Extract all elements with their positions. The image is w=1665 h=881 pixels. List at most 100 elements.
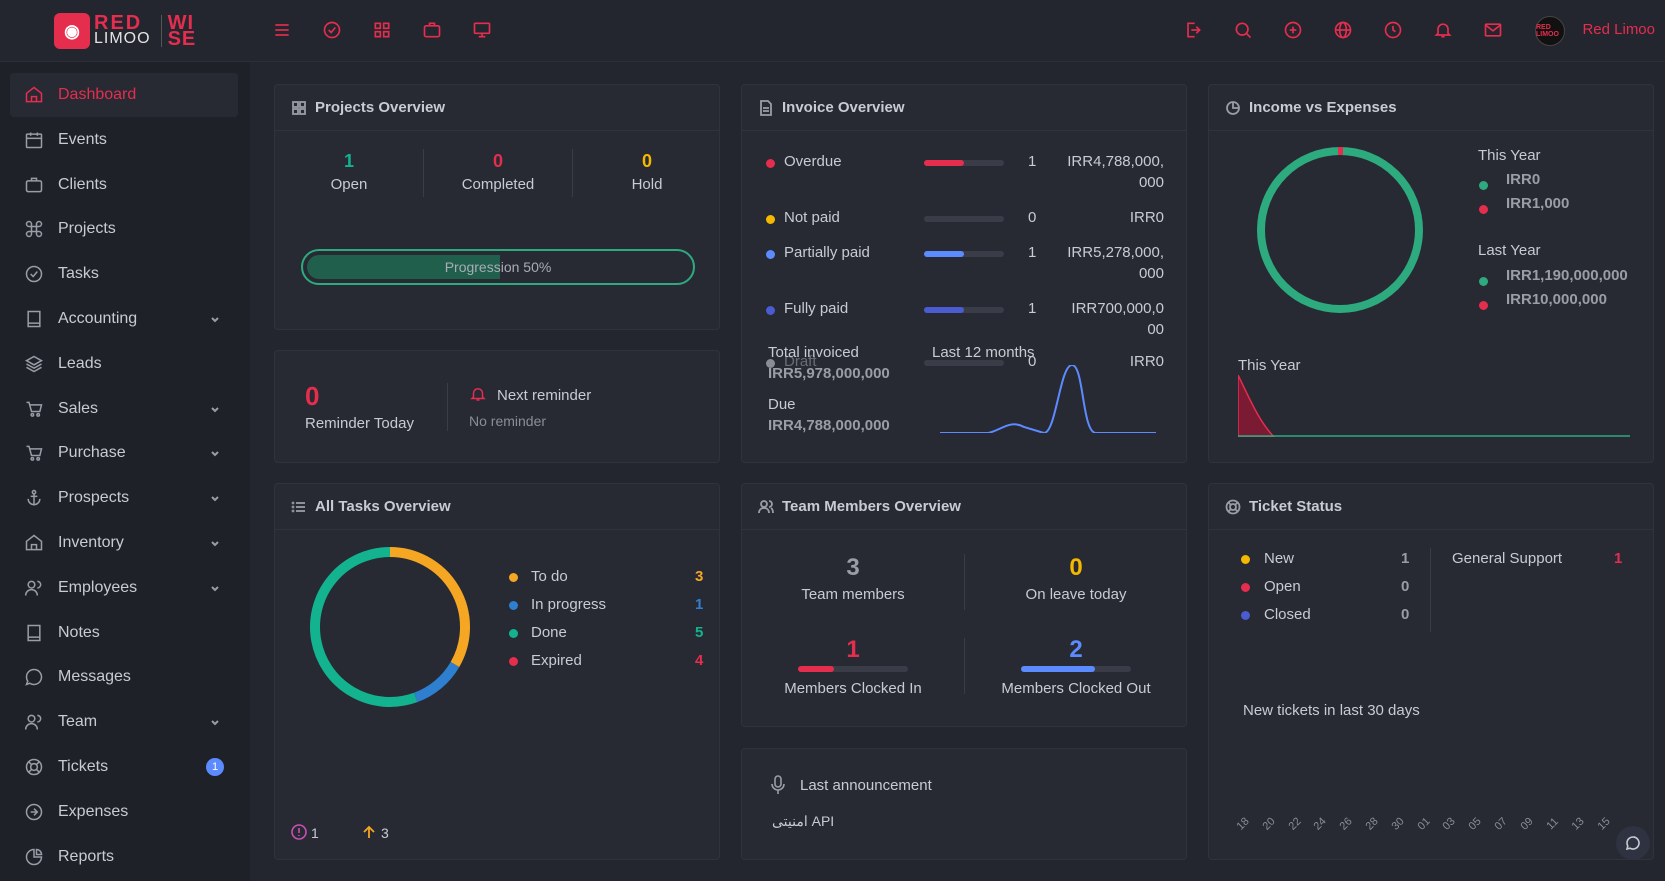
legend-value: 3 xyxy=(695,568,704,585)
sidebar-item-events[interactable]: Events xyxy=(10,118,238,162)
chevron-down-icon xyxy=(210,581,220,592)
username[interactable]: Red Limoo xyxy=(1582,21,1655,38)
announcement-text[interactable]: امنیتی API xyxy=(772,813,835,829)
sidebar-item-label: Reports xyxy=(58,847,115,865)
sidebar-item-label: Tickets xyxy=(58,758,109,775)
projects-open[interactable]: 1 Open xyxy=(275,151,423,193)
ticket-category-label: General Support xyxy=(1452,550,1563,567)
ticket-row-label: Closed xyxy=(1264,606,1311,623)
due-value: IRR4,788,000,000 xyxy=(768,417,890,434)
monitor-icon[interactable] xyxy=(470,18,494,42)
sidebar-item-label: Clients xyxy=(58,175,107,193)
alert-icon xyxy=(291,824,307,840)
grid-icon[interactable] xyxy=(370,18,394,42)
logo-mark-icon: ◉ xyxy=(54,13,90,49)
check-circle-icon[interactable] xyxy=(320,18,344,42)
ticket-row-value: 0 xyxy=(1401,578,1410,595)
tickets-badge: 1 xyxy=(206,758,224,776)
sidebar-item-clients[interactable]: Clients xyxy=(10,163,238,207)
bell-icon[interactable] xyxy=(1431,18,1455,42)
mail-icon[interactable] xyxy=(1481,18,1505,42)
sidebar-item-projects[interactable]: Projects xyxy=(10,207,238,251)
sidebar-item-team[interactable]: Team xyxy=(10,700,238,744)
sidebar-item-label: Leads xyxy=(58,354,102,372)
clocked-in-stat[interactable]: 1 Members Clocked In xyxy=(742,636,964,697)
pie-icon xyxy=(1225,100,1241,116)
cart-icon xyxy=(24,443,44,463)
team-members-stat[interactable]: 3 Team members xyxy=(742,554,964,603)
clocked-out-stat[interactable]: 2 Members Clocked Out xyxy=(965,636,1187,697)
sidebar-item-label: Prospects xyxy=(58,489,130,507)
command-icon xyxy=(24,219,44,239)
legend-label: To do xyxy=(531,568,568,585)
invoice-row-label: Fully paid xyxy=(784,300,849,317)
brand-logo[interactable]: ◉ RED LIMOO WI SE xyxy=(54,12,196,50)
sidebar-item-notes[interactable]: Notes xyxy=(10,611,238,655)
ticket-x-label: 20 xyxy=(1260,815,1278,833)
globe-icon[interactable] xyxy=(1331,18,1355,42)
sidebar-item-expenses[interactable]: Expenses xyxy=(10,790,238,834)
legend-dot xyxy=(509,657,518,666)
projects-hold-label: Hold xyxy=(631,176,663,193)
lifebuoy-icon xyxy=(24,757,44,777)
on-leave-stat[interactable]: 0 On leave today xyxy=(965,554,1187,603)
legend-dot xyxy=(509,573,518,582)
sidebar-item-label: Inventory xyxy=(58,534,124,551)
arrow-circle-icon xyxy=(24,802,44,822)
logo-wise1: WI xyxy=(167,12,194,34)
calendar-icon xyxy=(24,130,44,150)
logo-line1: RED xyxy=(94,12,143,34)
legend-label: In progress xyxy=(531,596,607,613)
status-dot xyxy=(766,250,775,259)
sidebar-item-sales[interactable]: Sales xyxy=(10,387,238,431)
layers-icon xyxy=(24,354,44,374)
logout-icon[interactable] xyxy=(1181,18,1205,42)
briefcase-icon[interactable] xyxy=(420,18,444,42)
sidebar-item-inventory[interactable]: Inventory xyxy=(10,521,238,565)
chat-button[interactable] xyxy=(1616,826,1650,860)
divider xyxy=(423,149,424,197)
projects-completed-label: Completed xyxy=(461,176,535,193)
search-icon[interactable] xyxy=(1231,18,1255,42)
sidebar-item-leads[interactable]: Leads xyxy=(10,342,238,386)
sidebar-item-tasks[interactable]: Tasks xyxy=(10,252,238,296)
sidebar-item-reports[interactable]: Reports xyxy=(10,835,238,879)
plus-circle-icon[interactable] xyxy=(1281,18,1305,42)
chevron-down-icon xyxy=(210,536,220,547)
last-year-expense: IRR10,000,000 xyxy=(1506,291,1607,308)
sidebar-item-accounting[interactable]: Accounting xyxy=(10,297,238,341)
reminder-card: 0 Reminder Today Next reminder No remind… xyxy=(274,350,720,463)
sidebar-item-employees[interactable]: Employees xyxy=(10,566,238,610)
projects-title: Projects Overview xyxy=(315,99,446,116)
users-icon xyxy=(758,499,774,515)
clock-icon[interactable] xyxy=(1381,18,1405,42)
ticket-x-label: 30 xyxy=(1389,815,1407,833)
bell-icon xyxy=(469,385,487,403)
sidebar-item-tickets[interactable]: Tickets 1 xyxy=(10,745,238,789)
invoice-row-label: Draft xyxy=(784,353,817,370)
check-circle-icon xyxy=(24,264,44,284)
sidebar-item-purchase[interactable]: Purchase xyxy=(10,431,238,475)
invoice-row-bar xyxy=(924,216,1004,222)
announcement-card: Last announcement امنیتی API xyxy=(741,748,1187,860)
invoice-row-bar xyxy=(924,251,1004,257)
projects-completed[interactable]: 0 Completed xyxy=(424,151,572,193)
sidebar-item-dashboard[interactable]: Dashboard xyxy=(10,73,238,117)
ticket-x-label: 03 xyxy=(1440,815,1459,833)
ticket-x-label: 05 xyxy=(1466,815,1484,833)
sidebar-item-messages[interactable]: Messages xyxy=(10,655,238,699)
invoice-row-label: Partially paid xyxy=(784,244,870,261)
invoice-row-amount: IRR0 xyxy=(1129,353,1164,370)
invoice-row-count: 1 xyxy=(1028,300,1037,317)
list-icon xyxy=(291,499,307,515)
announcement-label: Last announcement xyxy=(800,777,932,794)
invoice-chart-label: Last 12 months xyxy=(932,344,1035,361)
sidebar-item-prospects[interactable]: Prospects xyxy=(10,476,238,520)
menu-icon[interactable] xyxy=(270,18,294,42)
invoice-row-amount: IRR700,000,0 xyxy=(1071,300,1164,317)
invoice-row-amount-cont: 000 xyxy=(1138,174,1164,191)
projects-open-label: Open xyxy=(330,176,368,193)
projects-hold[interactable]: 0 Hold xyxy=(573,151,721,193)
income-donut-chart xyxy=(1257,146,1423,313)
avatar[interactable]: RED LIMOO xyxy=(1535,16,1565,46)
